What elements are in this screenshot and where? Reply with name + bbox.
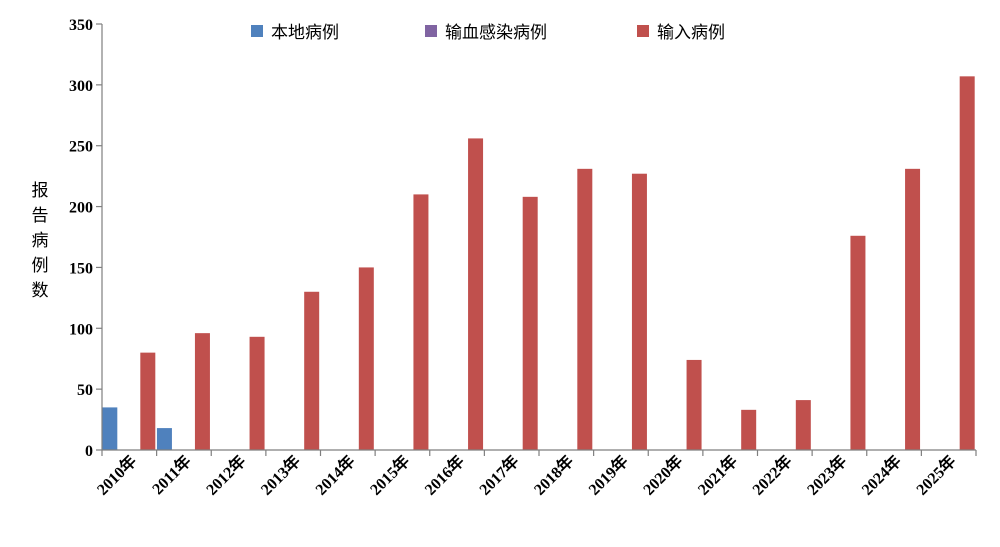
bar-local-2011年 xyxy=(156,428,172,450)
y-tick-label: 150 xyxy=(69,260,93,277)
y-tick-label: 300 xyxy=(69,78,93,95)
x-tick-label: 2017年 xyxy=(475,451,522,498)
x-tick-label: 2016年 xyxy=(421,451,468,498)
legend: 本地病例 输血感染病例 输入病例 xyxy=(251,23,725,43)
legend-label: 输血感染病例 xyxy=(445,23,547,43)
y-tick-label: 50 xyxy=(77,382,93,399)
bar-imported-2010年 xyxy=(140,352,156,450)
y-tick-label: 350 xyxy=(69,17,93,34)
y-axis-label-char: 数 xyxy=(32,281,49,301)
x-tick-label: 2011年 xyxy=(148,451,195,498)
x-ticks: 2010年 2011年 2012年 2013年 2014年 2015年 2016年 2017年… xyxy=(93,450,977,499)
bar-imported-2024年 xyxy=(905,168,921,450)
bar-imported-2019年 xyxy=(631,173,647,451)
bar-imported-2015年 xyxy=(413,194,429,450)
bar-imported-2014年 xyxy=(358,267,374,450)
y-tick-label: 100 xyxy=(69,321,93,338)
x-tick-label: 2012年 xyxy=(202,451,249,498)
bar-imported-2018年 xyxy=(577,168,593,450)
legend-label: 本地病例 xyxy=(271,23,339,43)
x-tick-label: 2019年 xyxy=(584,451,631,498)
bar-imported-2017年 xyxy=(522,196,538,450)
x-tick-label: 2023年 xyxy=(803,451,850,498)
y-axis-label-char: 例 xyxy=(32,256,49,276)
axes xyxy=(101,24,976,451)
y-ticks: 0 50 100 150 200 250 300 350 xyxy=(69,17,102,460)
y-axis-label-char: 病 xyxy=(32,231,49,251)
x-tick-label: 2024年 xyxy=(858,451,905,498)
x-tick-label: 2013年 xyxy=(257,451,304,498)
bar-imported-2022年 xyxy=(795,400,811,450)
bar-imported-2025年 xyxy=(959,76,975,450)
y-axis-label-char: 告 xyxy=(32,206,49,226)
x-tick-label: 2025年 xyxy=(912,451,959,498)
bar-local-2010年 xyxy=(102,407,118,450)
legend-swatch xyxy=(425,25,437,37)
y-tick-label: 200 xyxy=(69,200,93,217)
bar-imported-2020年 xyxy=(686,359,702,450)
legend-label: 输入病例 xyxy=(657,23,725,43)
x-tick-label: 2010年 xyxy=(93,451,140,498)
bar-imported-2012年 xyxy=(249,336,265,450)
x-tick-label: 2015年 xyxy=(366,451,413,498)
legend-swatch xyxy=(251,25,263,37)
x-tick-label: 2021年 xyxy=(694,451,741,498)
y-tick-label: 250 xyxy=(69,139,93,156)
bar-imported-2016年 xyxy=(468,138,484,450)
x-tick-label: 2018年 xyxy=(530,451,577,498)
bar-imported-2023年 xyxy=(850,235,866,450)
y-tick-label: 0 xyxy=(85,443,93,460)
legend-swatch xyxy=(637,25,649,37)
bar-imported-2021年 xyxy=(741,409,757,450)
y-axis-label-char: 报 xyxy=(32,181,49,201)
bars xyxy=(102,76,975,451)
x-tick-label: 2020年 xyxy=(639,451,686,498)
x-tick-label: 2022年 xyxy=(748,451,795,498)
x-tick-label: 2014年 xyxy=(311,451,358,498)
bar-imported-2013年 xyxy=(304,291,320,450)
bar-imported-2011年 xyxy=(194,333,210,450)
